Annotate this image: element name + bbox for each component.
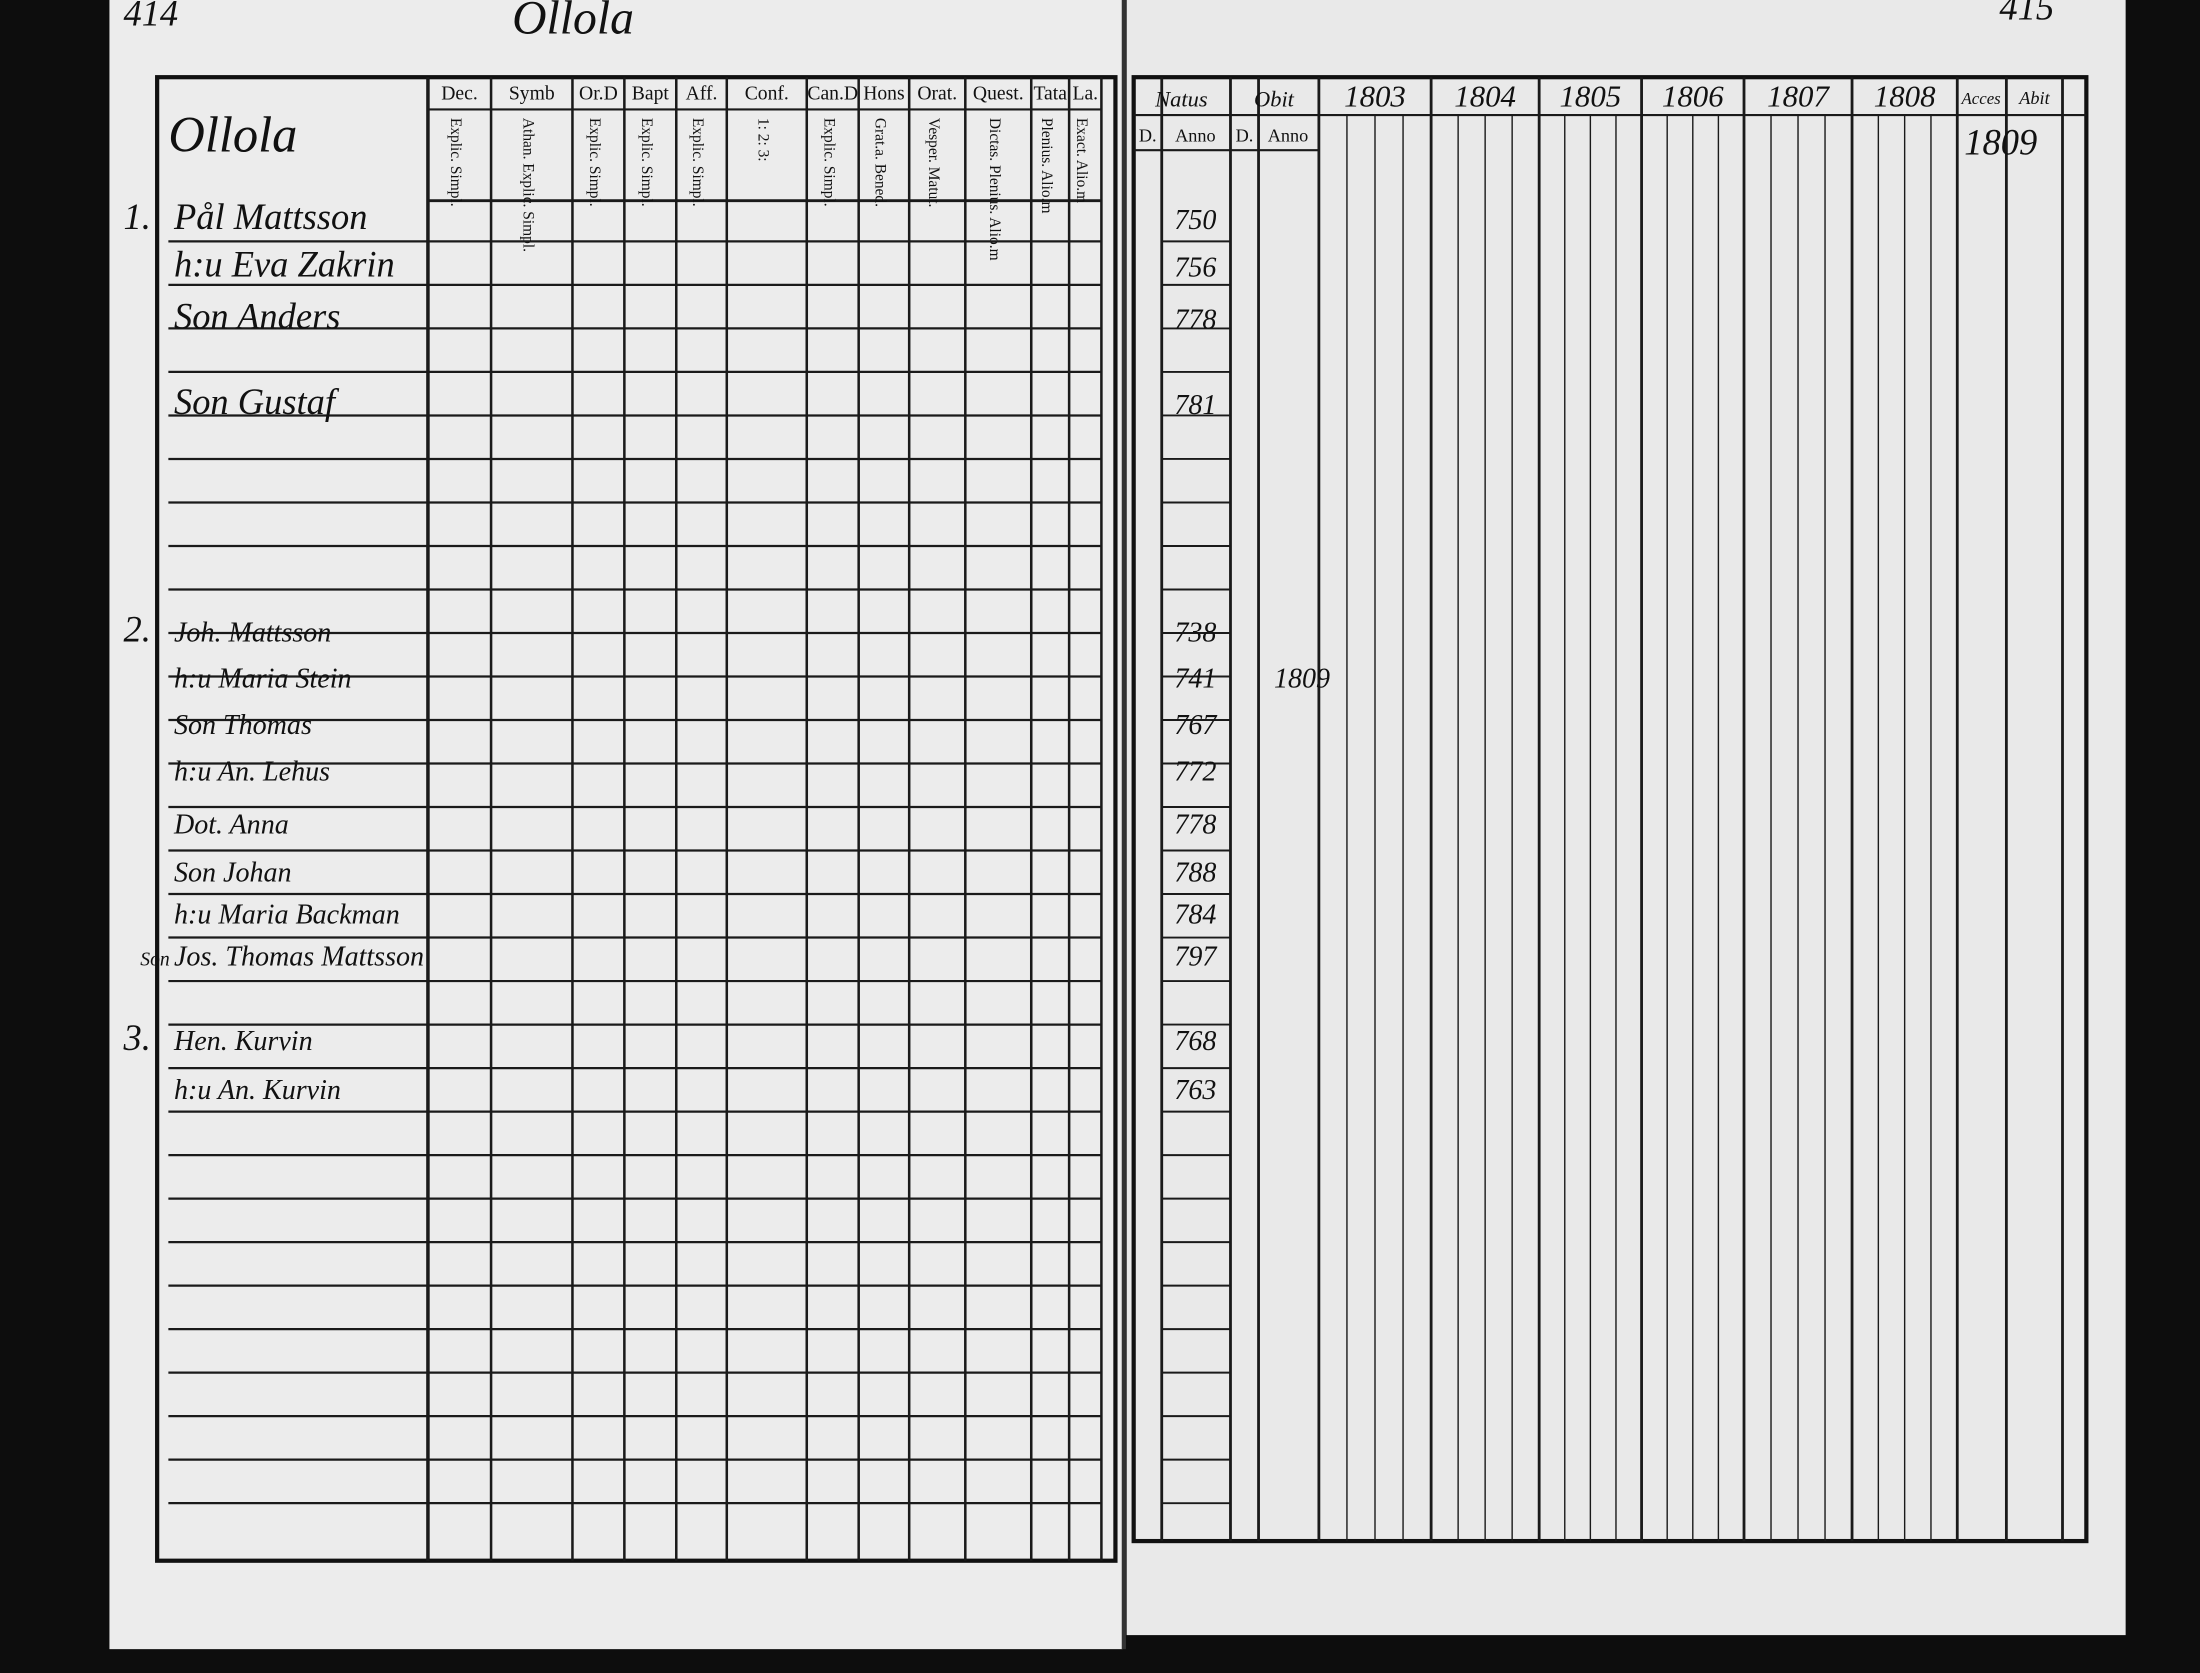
column-head: Bapt bbox=[632, 83, 670, 105]
year-head: 1803 bbox=[1344, 79, 1406, 114]
column-head: Orat. bbox=[917, 83, 957, 105]
column-sub: Explic. Simpl. bbox=[447, 118, 464, 207]
birth-year: 784 bbox=[1174, 900, 1216, 931]
side-note: Son bbox=[140, 949, 169, 971]
birth-year: 763 bbox=[1174, 1075, 1216, 1106]
column-head: Hons bbox=[863, 83, 904, 105]
birth-year: 768 bbox=[1174, 1026, 1216, 1057]
day-head: D. bbox=[1139, 126, 1157, 146]
column-head: Symb bbox=[509, 83, 555, 105]
column-sub: Explic. Simpl. bbox=[638, 118, 655, 207]
person-name: Joh. Mattsson bbox=[174, 617, 331, 648]
column-head: Dec. bbox=[441, 83, 477, 105]
column-sub: Explic. Simpl. bbox=[820, 118, 837, 207]
person-name: h:u Eva Zakrin bbox=[174, 243, 395, 284]
birth-year: 741 bbox=[1174, 664, 1216, 695]
person-name: Son Thomas bbox=[174, 710, 312, 741]
household-number: 3. bbox=[122, 1017, 150, 1058]
death-year: 1809 bbox=[1274, 664, 1330, 695]
column-head: Conf. bbox=[745, 83, 789, 105]
abiit-head: Abit bbox=[2018, 88, 2050, 108]
household-number: 2. bbox=[123, 608, 150, 649]
column-sub: 1: 2: 3: bbox=[754, 118, 771, 162]
person-name: h:u Maria Stein bbox=[174, 664, 352, 695]
person-name: Son Gustaf bbox=[174, 381, 340, 422]
obit-head: Obit bbox=[1254, 87, 1295, 112]
accessit-head: Acces bbox=[1961, 89, 2002, 108]
table-label: Ollola bbox=[168, 107, 297, 163]
birth-year: 756 bbox=[1174, 252, 1216, 283]
column-sub: Explic. Simpl. bbox=[689, 118, 706, 207]
household-number: 1. bbox=[123, 196, 150, 237]
birth-year: 750 bbox=[1174, 205, 1216, 236]
column-head: La. bbox=[1072, 83, 1098, 105]
page-number: 415 bbox=[1999, 0, 2054, 28]
table-frame bbox=[1131, 75, 2089, 1544]
birth-year: 778 bbox=[1174, 304, 1216, 335]
column-sub: Vesper. Matut. bbox=[925, 118, 942, 208]
birth-year: 788 bbox=[1174, 857, 1216, 888]
person-name: Jos. Thomas Mattsson bbox=[174, 942, 424, 973]
birth-year: 772 bbox=[1174, 756, 1216, 787]
day-head: D. bbox=[1236, 126, 1254, 146]
anno-head: Anno bbox=[1268, 126, 1309, 146]
table-frame bbox=[155, 75, 1118, 1563]
natus-head: Natus bbox=[1154, 87, 1208, 112]
left-table: Dec. Explic. Simpl. Symb Athan. Explic. Sim… bbox=[122, 75, 1118, 1563]
column-sub: Grat.a. Bened. bbox=[872, 118, 889, 207]
column-head: Can.D bbox=[807, 83, 858, 105]
person-name: Son Johan bbox=[174, 857, 292, 888]
year-head: 1808 bbox=[1874, 79, 1936, 114]
person-name: Pål Mattsson bbox=[173, 196, 367, 237]
year-head: 1807 bbox=[1767, 79, 1830, 114]
column-head: Or.D bbox=[579, 83, 618, 105]
birth-year: 781 bbox=[1174, 390, 1216, 421]
accessit-year: 1809 bbox=[1964, 121, 2037, 162]
column-head: Aff. bbox=[686, 83, 718, 105]
anno-head: Anno bbox=[1175, 126, 1216, 146]
left-page bbox=[109, 0, 1123, 1650]
person-name: h:u Maria Backman bbox=[174, 900, 400, 931]
person-name: Son Anders bbox=[174, 295, 340, 336]
person-name: Dot. Anna bbox=[173, 810, 289, 841]
column-sub: Athan. Explic. Simpl. bbox=[519, 118, 536, 252]
page-title: Ollola bbox=[512, 0, 634, 45]
column-sub: Dictas. Plenius. Alio.m bbox=[986, 118, 1003, 261]
year-head: 1804 bbox=[1454, 79, 1516, 114]
right-page bbox=[1126, 0, 2126, 1636]
year-head: 1805 bbox=[1560, 79, 1622, 114]
column-head: Quest. bbox=[973, 83, 1024, 105]
year-head: 1806 bbox=[1662, 79, 1724, 114]
column-head: Tata bbox=[1033, 83, 1067, 105]
birth-year: 797 bbox=[1174, 942, 1217, 973]
birth-year: 778 bbox=[1174, 810, 1216, 841]
column-sub: Plenius. Alio.m bbox=[1038, 118, 1055, 214]
column-sub: Exact. Alio.m bbox=[1073, 118, 1090, 203]
page-number: 414 bbox=[123, 0, 178, 33]
birth-year: 767 bbox=[1174, 710, 1217, 741]
person-name: h:u An. Lehus bbox=[174, 756, 330, 787]
column-sub: Explic. Simpl. bbox=[586, 118, 603, 207]
birth-year: 738 bbox=[1174, 617, 1216, 648]
person-name: Hen. Kurvin bbox=[173, 1026, 313, 1057]
person-name: h:u An. Kurvin bbox=[174, 1075, 341, 1106]
